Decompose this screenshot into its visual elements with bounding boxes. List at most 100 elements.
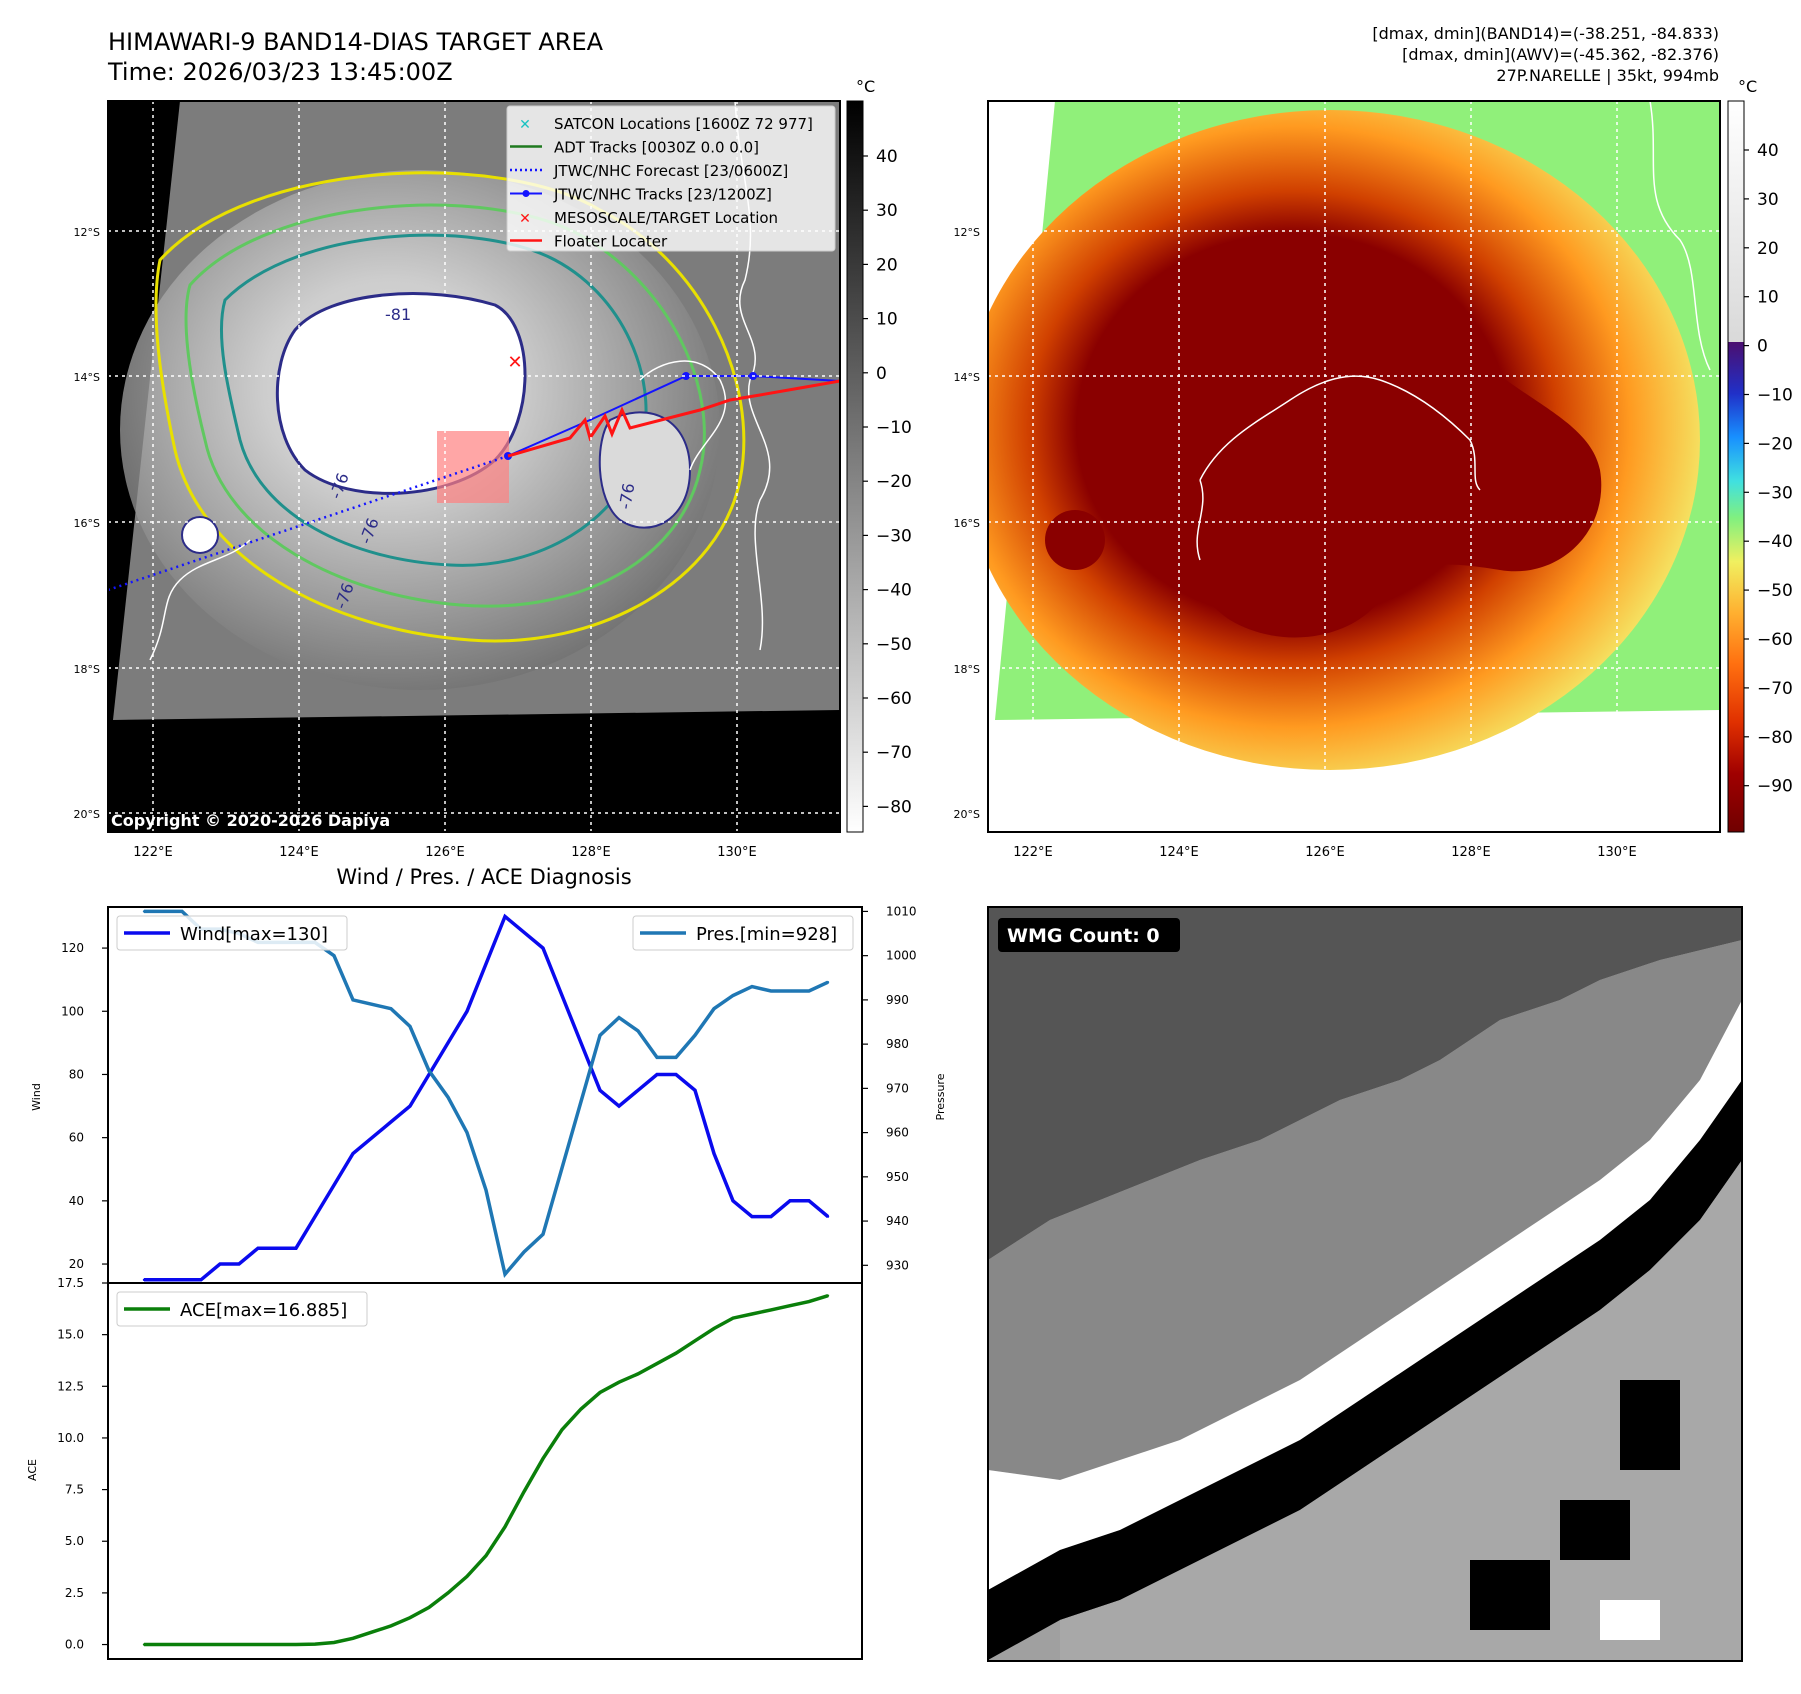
color-colorbar-tick-label: 40 bbox=[1757, 141, 1779, 161]
pressure-axis-tick-label: 950 bbox=[886, 1170, 909, 1184]
gray-colorbar-unit: °C bbox=[856, 77, 875, 96]
gray-colorbar-tick-label: 30 bbox=[876, 201, 898, 221]
color-colorbar: °C 40 30 20 10 0 −10 −20 −30 −40 −50 −60 −70 −80 −90 bbox=[1727, 77, 1793, 833]
ir-legend-item: ✕ SATCON Locations [1600Z 72 977] bbox=[519, 115, 813, 133]
wind-legend: Wind[max=130] bbox=[116, 915, 348, 951]
ace-point bbox=[541, 1457, 545, 1460]
ir-legend-box bbox=[506, 105, 836, 252]
ace-point bbox=[313, 1642, 317, 1646]
wmg-panel: WMG Count: 0 bbox=[987, 906, 1743, 1662]
wind-point bbox=[807, 1199, 811, 1203]
wmg-count-label: WMG Count: 0 bbox=[1007, 925, 1160, 947]
ace-axis-tick-label: 0.0 bbox=[65, 1638, 84, 1652]
ir-map-frame bbox=[107, 100, 841, 833]
ace-chart: 0.0 2.5 5.0 7.5 10.0 12.5 15.0 17.5 ACE ACE[max… bbox=[26, 1276, 863, 1660]
wind-point bbox=[636, 1089, 640, 1092]
ir-target-marker: ✕ bbox=[507, 352, 522, 373]
ace-point bbox=[617, 1380, 621, 1384]
pressure-point bbox=[579, 1100, 583, 1103]
wind-point bbox=[180, 1278, 184, 1282]
pressure-point bbox=[522, 1250, 526, 1254]
ir-lon-labels: 122°E 124°E 126°E 128°E 130°E bbox=[133, 845, 757, 860]
wind-point bbox=[446, 1041, 450, 1045]
ace-point bbox=[788, 1304, 792, 1307]
ace-point bbox=[560, 1428, 564, 1431]
pressure-axis-tick-label: 1000 bbox=[886, 949, 917, 963]
ace-frame bbox=[107, 1282, 863, 1660]
pressure-point bbox=[408, 1025, 412, 1028]
ace-point bbox=[389, 1624, 393, 1628]
wind-point bbox=[161, 1278, 165, 1282]
pressure-point bbox=[389, 1007, 393, 1010]
ir-contour-label: -81 bbox=[385, 305, 411, 324]
ace-point bbox=[446, 1591, 450, 1595]
ir-jtwc-point-2 bbox=[682, 372, 690, 380]
ir-legend-item: JTWC/NHC Forecast [23/0600Z] bbox=[510, 162, 788, 180]
stats-band14: [dmax, dmin](BAND14)=(-38.251, -84.833) bbox=[1372, 24, 1719, 43]
color-colorbar-tick-label: 20 bbox=[1757, 239, 1779, 259]
wind-point bbox=[256, 1247, 260, 1250]
ir-lat-label: 12°S bbox=[74, 226, 100, 239]
ace-point bbox=[142, 1643, 146, 1646]
color-lon-label: 124°E bbox=[1159, 845, 1199, 860]
pressure-point bbox=[541, 1233, 545, 1236]
pressure-point bbox=[446, 1096, 450, 1099]
wind-point bbox=[503, 915, 507, 918]
color-colorbar-tick-label: −10 bbox=[1757, 386, 1793, 406]
pressure-point bbox=[598, 1034, 602, 1037]
gray-colorbar-tick-label: −50 bbox=[876, 635, 912, 655]
ace-point bbox=[769, 1308, 773, 1312]
color-colorbar-tick-label: −20 bbox=[1757, 434, 1793, 454]
storm-info: 27P.NARELLE | 35kt, 994mb bbox=[1496, 66, 1719, 85]
ace-axis-tick-label: 15.0 bbox=[57, 1328, 84, 1342]
color-map-frame bbox=[987, 100, 1721, 833]
pressure-legend-box bbox=[632, 915, 854, 951]
wind-series-points bbox=[142, 915, 830, 1282]
color-gridlines bbox=[988, 101, 1720, 832]
pressure-point bbox=[769, 989, 773, 993]
ir-legend-marker: ✕ bbox=[519, 211, 531, 227]
wind-point bbox=[826, 1215, 830, 1218]
gray-colorbar-tick-label: −10 bbox=[876, 418, 912, 438]
ace-axis-tick-label: 5.0 bbox=[65, 1534, 84, 1548]
ace-point bbox=[294, 1643, 298, 1646]
ir-lon-label: 126°E bbox=[425, 845, 465, 860]
ir-legend-label: JTWC/NHC Forecast [23/0600Z] bbox=[553, 162, 788, 180]
pressure-axis-tick-label: 960 bbox=[886, 1126, 909, 1140]
wind-legend-label: Wind[max=130] bbox=[180, 924, 328, 945]
gray-colorbar-gradient bbox=[846, 100, 864, 833]
pressure-point bbox=[826, 981, 830, 984]
ir-lon-label: 130°E bbox=[717, 845, 757, 860]
wind-point bbox=[693, 1089, 697, 1092]
pressure-axis-tick-label: 990 bbox=[886, 993, 909, 1007]
ace-point bbox=[674, 1352, 678, 1355]
color-west-cell bbox=[1045, 510, 1105, 570]
color-lon-labels: 122°E 124°E 126°E 128°E 130°E bbox=[1013, 845, 1637, 860]
ir-legend-label: ADT Tracks [0030Z 0.0 0.0] bbox=[554, 139, 759, 157]
gray-colorbar-tick-label: −70 bbox=[876, 743, 912, 763]
wind-point bbox=[332, 1183, 336, 1187]
color-colorbar-tick-label: −60 bbox=[1757, 630, 1793, 650]
wind-axis-tick-label: 100 bbox=[61, 1004, 84, 1018]
ir-lat-label: 20°S bbox=[74, 808, 100, 821]
wmg-frame bbox=[987, 906, 1743, 1662]
wind-point bbox=[674, 1073, 678, 1076]
color-colorbar-tick-label: −30 bbox=[1757, 483, 1793, 503]
ace-point bbox=[237, 1643, 241, 1646]
stats-awv: [dmax, dmin](AWV)=(-45.362, -82.376) bbox=[1402, 45, 1719, 64]
figure-title: HIMAWARI-9 BAND14-DIAS TARGET AREA bbox=[108, 28, 604, 56]
ir-map-panel: ✕ -81 -76 -76 -76 -76 ✕ SATCON Locations … bbox=[74, 100, 841, 860]
ace-point bbox=[180, 1643, 184, 1646]
pressure-point bbox=[142, 910, 146, 913]
gray-colorbar-tick-label: 40 bbox=[876, 147, 898, 167]
wind-point bbox=[313, 1215, 317, 1218]
wind-axis-tick-label: 40 bbox=[69, 1194, 84, 1208]
gray-colorbar: °C 40 30 20 10 0 −10 −20 −30 −40 −50 −60 −70 −80 bbox=[846, 77, 912, 833]
ace-ylabel: ACE bbox=[26, 1459, 39, 1481]
ace-point bbox=[503, 1525, 507, 1528]
ace-legend: ACE[max=16.885] bbox=[116, 1291, 368, 1327]
color-colorbar-tick-label: −50 bbox=[1757, 581, 1793, 601]
color-lon-label: 122°E bbox=[1013, 845, 1053, 860]
pressure-point bbox=[427, 1069, 431, 1072]
